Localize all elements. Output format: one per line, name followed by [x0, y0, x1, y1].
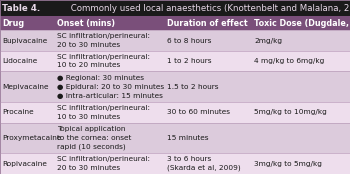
- Bar: [0, 30, 350, 51]
- Text: 10 to 30 minutes: 10 to 30 minutes: [57, 114, 120, 120]
- Text: Table 4.: Table 4.: [2, 3, 41, 13]
- Text: 10 to 20 minutes: 10 to 20 minutes: [57, 62, 120, 68]
- Bar: [0, 123, 350, 153]
- Text: 2mg/kg: 2mg/kg: [254, 38, 282, 44]
- Text: ● Intra-articular: 15 minutes: ● Intra-articular: 15 minutes: [57, 93, 162, 99]
- Text: Duration of effect: Duration of effect: [167, 19, 247, 28]
- Text: Commonly used local anaesthetics (Knottenbelt and Malalana, 2014): Commonly used local anaesthetics (Knotte…: [68, 3, 350, 13]
- Text: 1 to 2 hours: 1 to 2 hours: [167, 58, 211, 64]
- Text: Ropivacaine: Ropivacaine: [2, 161, 47, 167]
- Bar: [0, 51, 350, 71]
- Text: Procaine: Procaine: [2, 109, 34, 115]
- Text: ● Epidural: 20 to 30 minutes: ● Epidural: 20 to 30 minutes: [57, 84, 164, 90]
- Text: 1.5 to 2 hours: 1.5 to 2 hours: [167, 84, 218, 90]
- Text: 15 minutes: 15 minutes: [167, 135, 209, 141]
- Text: 6 to 8 hours: 6 to 8 hours: [167, 38, 211, 44]
- Text: 5mg/kg to 10mg/kg: 5mg/kg to 10mg/kg: [254, 109, 327, 115]
- Text: 3 to 6 hours: 3 to 6 hours: [167, 156, 211, 163]
- Text: rapid (10 seconds): rapid (10 seconds): [57, 144, 125, 150]
- Text: Lidocaine: Lidocaine: [2, 58, 38, 64]
- Text: ● Regional: 30 minutes: ● Regional: 30 minutes: [57, 75, 144, 81]
- Text: 20 to 30 minutes: 20 to 30 minutes: [57, 165, 120, 171]
- Text: Drug: Drug: [2, 19, 24, 28]
- Bar: [0, 102, 350, 123]
- Text: Mepivacaine: Mepivacaine: [2, 84, 49, 90]
- Text: Proxymetacaine: Proxymetacaine: [2, 135, 62, 141]
- Bar: [0, 153, 350, 174]
- Bar: [0, 71, 350, 102]
- Text: 30 to 60 minutes: 30 to 60 minutes: [167, 109, 230, 115]
- Text: Onset (mins): Onset (mins): [57, 19, 115, 28]
- Text: 3mg/kg to 5mg/kg: 3mg/kg to 5mg/kg: [254, 161, 322, 167]
- Text: Topical application: Topical application: [57, 126, 125, 132]
- Text: to the cornea: onset: to the cornea: onset: [57, 135, 131, 141]
- Text: 4 mg/kg to 6mg/kg: 4 mg/kg to 6mg/kg: [254, 58, 325, 64]
- Bar: [0, 0, 350, 16]
- Text: SC infiltration/perineural:: SC infiltration/perineural:: [57, 33, 150, 39]
- Text: 20 to 30 minutes: 20 to 30 minutes: [57, 42, 120, 48]
- Bar: [0, 16, 350, 30]
- Text: SC infiltration/perineural:: SC infiltration/perineural:: [57, 54, 150, 60]
- Text: (Skarda et al, 2009): (Skarda et al, 2009): [167, 165, 241, 171]
- Text: SC infiltration/perineural:: SC infiltration/perineural:: [57, 105, 150, 111]
- Text: SC infiltration/perineural:: SC infiltration/perineural:: [57, 156, 150, 163]
- Text: Bupivacaine: Bupivacaine: [2, 38, 48, 44]
- Text: Toxic Dose (Dugdale, 2010): Toxic Dose (Dugdale, 2010): [254, 19, 350, 28]
